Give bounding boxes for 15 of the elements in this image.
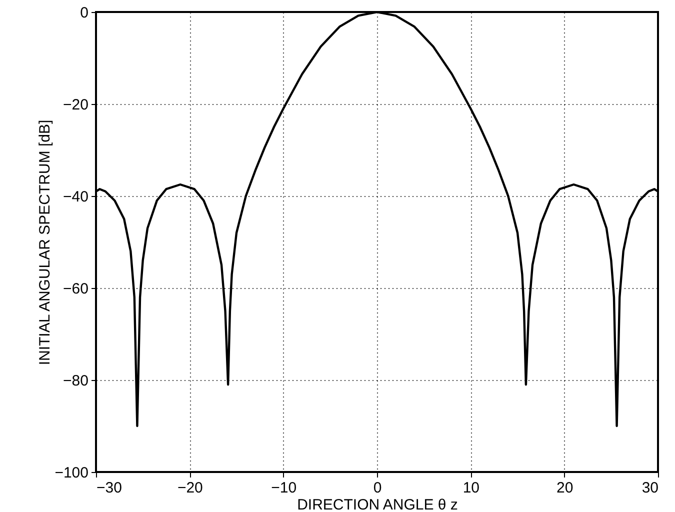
y-tick-label: −20 — [63, 96, 88, 114]
y-tick-label: −100 — [54, 464, 88, 482]
x-tick-label: 10 — [462, 480, 480, 496]
x-tick-label: 30 — [642, 480, 658, 496]
y-tick-label: −40 — [63, 188, 88, 206]
x-tick-label: −30 — [96, 480, 122, 496]
y-tick-label: −60 — [63, 280, 88, 298]
x-axis-title: DIRECTION ANGLE θ z — [297, 496, 458, 512]
y-tick-label: −80 — [63, 372, 88, 390]
x-tick-label: −20 — [177, 480, 203, 496]
y-axis-title: INITIAL ANGULAR SPECTRUM [dB] — [36, 120, 54, 366]
y-tick-label: 0 — [80, 4, 88, 22]
x-tick-label: −10 — [271, 480, 297, 496]
x-tick-label: 0 — [373, 480, 382, 496]
x-tick-label: 20 — [556, 480, 574, 496]
